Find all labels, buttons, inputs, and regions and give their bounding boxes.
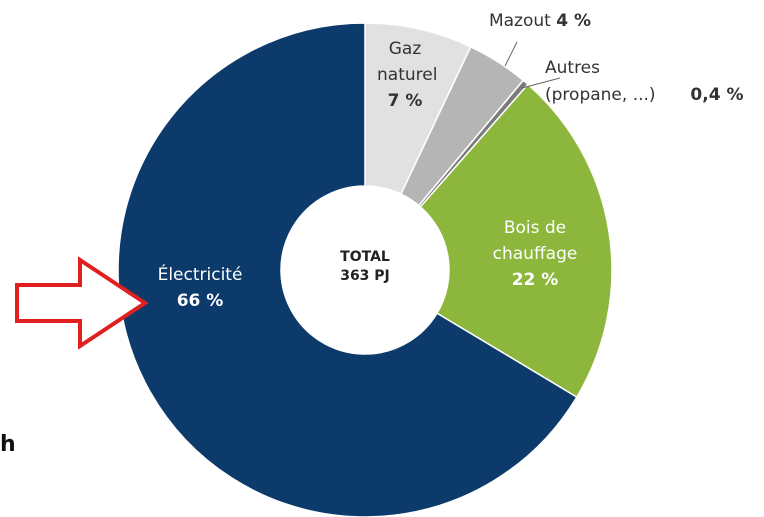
center-title: TOTAL bbox=[340, 249, 390, 265]
value-label: 4 % bbox=[556, 11, 592, 31]
category-name: Gaz naturel bbox=[377, 39, 438, 85]
center-total: 363 PJ bbox=[340, 268, 390, 284]
value-label: 66 % bbox=[176, 291, 224, 311]
donut-slice bbox=[117, 22, 578, 517]
category-name: Électricité bbox=[157, 265, 243, 285]
slice-label: Autres (propane, ...) 0,4 % bbox=[545, 55, 764, 109]
value-label: 0,4 % bbox=[690, 85, 744, 105]
value-label: 7 % bbox=[387, 91, 423, 111]
category-name: Mazout bbox=[488, 11, 551, 31]
arrow bbox=[15, 256, 149, 350]
slice-label: Gaz naturel 7 % bbox=[355, 36, 455, 114]
leader-line bbox=[521, 77, 561, 89]
category-name: Bois de chauffage bbox=[492, 218, 578, 264]
donut-slice bbox=[419, 83, 613, 399]
text-fragment: h bbox=[0, 432, 16, 457]
slice-label: Mazout 4 % bbox=[470, 8, 610, 34]
category-name: Autres (propane, ...) bbox=[545, 58, 656, 105]
slice-label: Bois de chauffage 22 % bbox=[470, 215, 600, 293]
value-label: 22 % bbox=[511, 270, 559, 290]
center-label: TOTAL 363 PJ bbox=[305, 248, 425, 286]
slice-label: Électricité 66 % bbox=[130, 262, 270, 314]
leader-line bbox=[504, 41, 518, 67]
